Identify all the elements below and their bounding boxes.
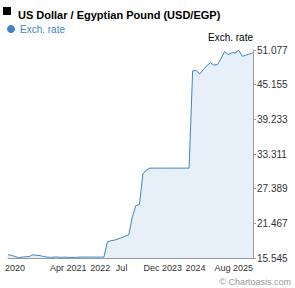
svg-text:Jul: Jul — [116, 263, 128, 273]
svg-text:2024: 2024 — [186, 263, 206, 273]
svg-text:21.467: 21.467 — [257, 218, 288, 229]
svg-text:15.545: 15.545 — [257, 253, 288, 264]
svg-text:27.389: 27.389 — [257, 183, 288, 194]
svg-text:33.311: 33.311 — [257, 149, 287, 160]
svg-text:2022: 2022 — [90, 263, 110, 273]
svg-text:Exch. rate: Exch. rate — [208, 32, 253, 43]
svg-text:Exch. rate: Exch. rate — [20, 24, 65, 35]
svg-text:Apr 2021: Apr 2021 — [50, 263, 87, 273]
svg-text:45.155: 45.155 — [257, 79, 288, 90]
svg-text:51.077: 51.077 — [257, 45, 288, 56]
svg-text:Dec 2023: Dec 2023 — [143, 263, 182, 273]
svg-text:2020: 2020 — [5, 263, 25, 273]
svg-text:39.233: 39.233 — [257, 114, 288, 125]
svg-text:© Chartoasis.com: © Chartoasis.com — [219, 277, 291, 287]
svg-text:US Dollar / Egyptian Pound (US: US Dollar / Egyptian Pound (USD/EGP) — [18, 9, 221, 21]
svg-text:Aug 2025: Aug 2025 — [214, 263, 253, 273]
